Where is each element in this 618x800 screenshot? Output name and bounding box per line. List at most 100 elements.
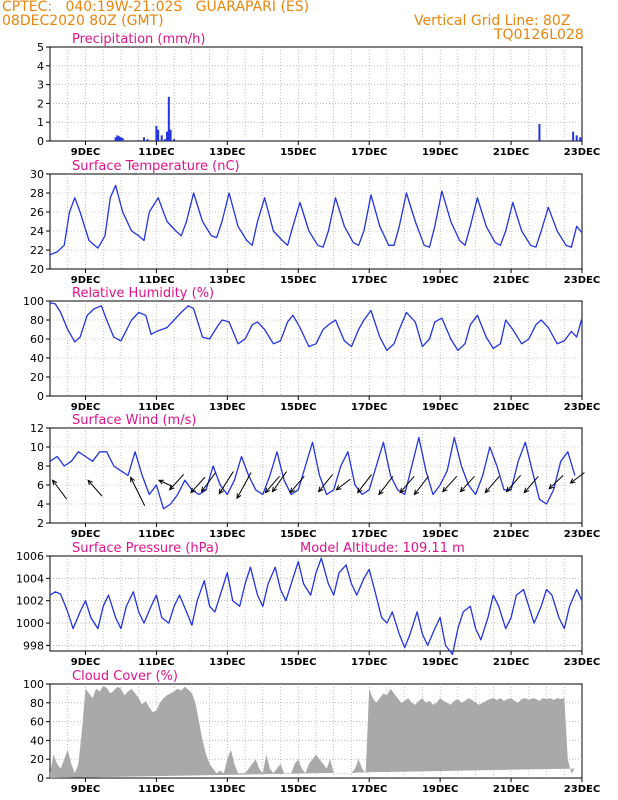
precip-bar <box>579 137 582 141</box>
pressure-line <box>49 557 583 656</box>
wind-arrow <box>190 476 206 494</box>
precip-xtick-label: 23DEC <box>564 147 600 158</box>
precip-xtick-label: 15DEC <box>280 147 316 158</box>
precip-panel: 0 1 2 3 4 5 9DEC 11DEC 13DEC 15DEC 17DEC 19DEC 21DEC… <box>37 32 600 158</box>
wind-xtick-label: 9DEC <box>71 529 100 540</box>
pressure-ytick-label: 1002 <box>16 595 44 608</box>
precip-ytick-label: 1 <box>37 116 44 129</box>
wind-xtick-label: 15DEC <box>280 529 316 540</box>
cloud-xtick-label: 9DEC <box>71 784 100 795</box>
precip-ytick-label: 5 <box>37 41 44 54</box>
precip-bar <box>244 140 247 141</box>
wind-arrow <box>569 472 585 484</box>
wind-xtick-label: 23DEC <box>564 529 600 540</box>
cloud-panel: 0 20 40 60 80 100 9DEC 11DEC 13DEC 15DEC 17DEC 19DE… <box>23 669 600 795</box>
pressure-xtick-label: 19DEC <box>422 657 458 668</box>
precip-bar <box>155 125 158 141</box>
wind-arrow <box>289 475 305 494</box>
cloud-area <box>50 685 575 778</box>
cloud-xtick-label: 13DEC <box>209 784 245 795</box>
wind-arrow <box>236 472 252 500</box>
wind-xtick-label: 21DEC <box>493 529 529 540</box>
wind-arrow <box>271 471 287 493</box>
precip-bar <box>121 138 124 141</box>
pressure-ytick-label: 1000 <box>16 617 44 630</box>
humidity-panel: 0 20 40 60 80 100 9DEC 11DEC 13DEC 15DEC 17DEC 19DE… <box>23 286 600 413</box>
humidity-line <box>49 302 583 352</box>
cloud-ytick-label: 0 <box>37 772 44 785</box>
humidity-ytick-label: 40 <box>30 352 44 365</box>
precip-ytick-label: 0 <box>37 135 44 148</box>
cloud-title: Cloud Cover (%) <box>72 669 178 684</box>
wind-panel: 2 4 6 8 10 12 9DEC 11DEC 13DEC 15DEC 17DEC 19DEC 21D… <box>30 413 600 540</box>
cloud-xtick-label: 19DEC <box>422 784 458 795</box>
cloud-xtick-label: 21DEC <box>493 784 529 795</box>
wind-ytick-label: 6 <box>37 479 44 492</box>
precip-ytick-label: 3 <box>37 79 44 92</box>
temperature-xtick-label: 21DEC <box>493 275 529 286</box>
wind-ytick-label: 4 <box>37 498 44 511</box>
wind-arrow <box>335 478 351 491</box>
humidity-xtick-label: 17DEC <box>351 402 387 413</box>
humidity-xtick-label: 23DEC <box>564 402 600 413</box>
humidity-xtick-label: 21DEC <box>493 402 529 413</box>
wind-arrow <box>505 475 521 493</box>
wind-xtick-label: 11DEC <box>138 529 174 540</box>
pressure-xtick-label: 11DEC <box>138 657 174 668</box>
precip-bar <box>157 129 160 141</box>
temperature-panel: 20 22 24 26 28 30 9DEC 11DEC 13DEC 15DEC 17DEC 19DE… <box>30 159 600 286</box>
precip-bar <box>167 96 170 141</box>
precip-bar <box>492 140 495 141</box>
cloud-xtick-label: 17DEC <box>351 784 387 795</box>
precip-bar <box>142 137 145 141</box>
humidity-ytick-label: 0 <box>37 390 44 403</box>
wind-arrow <box>484 475 500 494</box>
precip-bar <box>118 136 121 141</box>
temperature-xtick-label: 19DEC <box>422 275 458 286</box>
wind-xtick-label: 13DEC <box>209 529 245 540</box>
temperature-xtick-label: 17DEC <box>351 275 387 286</box>
wind-arrow <box>87 479 103 497</box>
wind-title: Surface Wind (m/s) <box>72 413 196 428</box>
wind-arrow <box>264 475 280 494</box>
wind-arrow <box>168 474 185 491</box>
pressure-panel: 998 1000 1002 1004 1006 9DEC 11DEC 13DEC 15DEC 17… <box>16 541 600 668</box>
wind-arrow <box>317 474 334 493</box>
precip-ytick-label: 4 <box>37 60 44 73</box>
humidity-xtick-label: 11DEC <box>138 402 174 413</box>
pressure-ytick-label: 1004 <box>16 572 44 585</box>
temperature-ytick-label: 20 <box>30 263 44 276</box>
wind-xtick-label: 19DEC <box>422 529 458 540</box>
humidity-xtick-label: 13DEC <box>209 402 245 413</box>
wind-arrow <box>548 474 564 490</box>
pressure-xtick-label: 17DEC <box>351 657 387 668</box>
humidity-ytick-label: 20 <box>30 371 44 384</box>
pressure-xtick-label: 9DEC <box>71 657 100 668</box>
humidity-xtick-label: 15DEC <box>280 402 316 413</box>
cloud-ytick-label: 40 <box>30 734 44 747</box>
temperature-xtick-label: 13DEC <box>209 275 245 286</box>
precip-xtick-label: 13DEC <box>209 147 245 158</box>
precip-xtick-label: 21DEC <box>493 147 529 158</box>
header-station: CPTEC: 040:19W-21:02S GUARAPARI (ES) <box>2 0 310 15</box>
pressure-title: Surface Pressure (hPa) <box>72 541 219 556</box>
cloud-ytick-label: 80 <box>30 697 44 710</box>
pressure-xtick-label: 15DEC <box>280 657 316 668</box>
precip-frame <box>49 46 583 142</box>
precip-xtick-label: 17DEC <box>351 147 387 158</box>
header-grid-line: Vertical Grid Line: 80Z <box>414 13 571 29</box>
header-date: 08DEC2020 80Z (GMT) <box>2 13 164 29</box>
precip-bar <box>572 131 575 141</box>
precip-bar <box>164 139 167 141</box>
precip-bar <box>297 140 300 141</box>
header-model-code: TQ0126L028 <box>494 27 584 43</box>
pressure-subtitle: Model Altitude: 109.11 m <box>300 541 465 556</box>
temperature-ytick-label: 26 <box>30 206 44 219</box>
temperature-xtick-label: 23DEC <box>564 275 600 286</box>
wind-arrow <box>523 475 539 494</box>
cloud-ytick-label: 60 <box>30 716 44 729</box>
precip-xtick-label: 19DEC <box>422 147 458 158</box>
temperature-frame <box>49 173 583 270</box>
precip-bar <box>119 137 122 141</box>
pressure-frame <box>49 555 583 652</box>
